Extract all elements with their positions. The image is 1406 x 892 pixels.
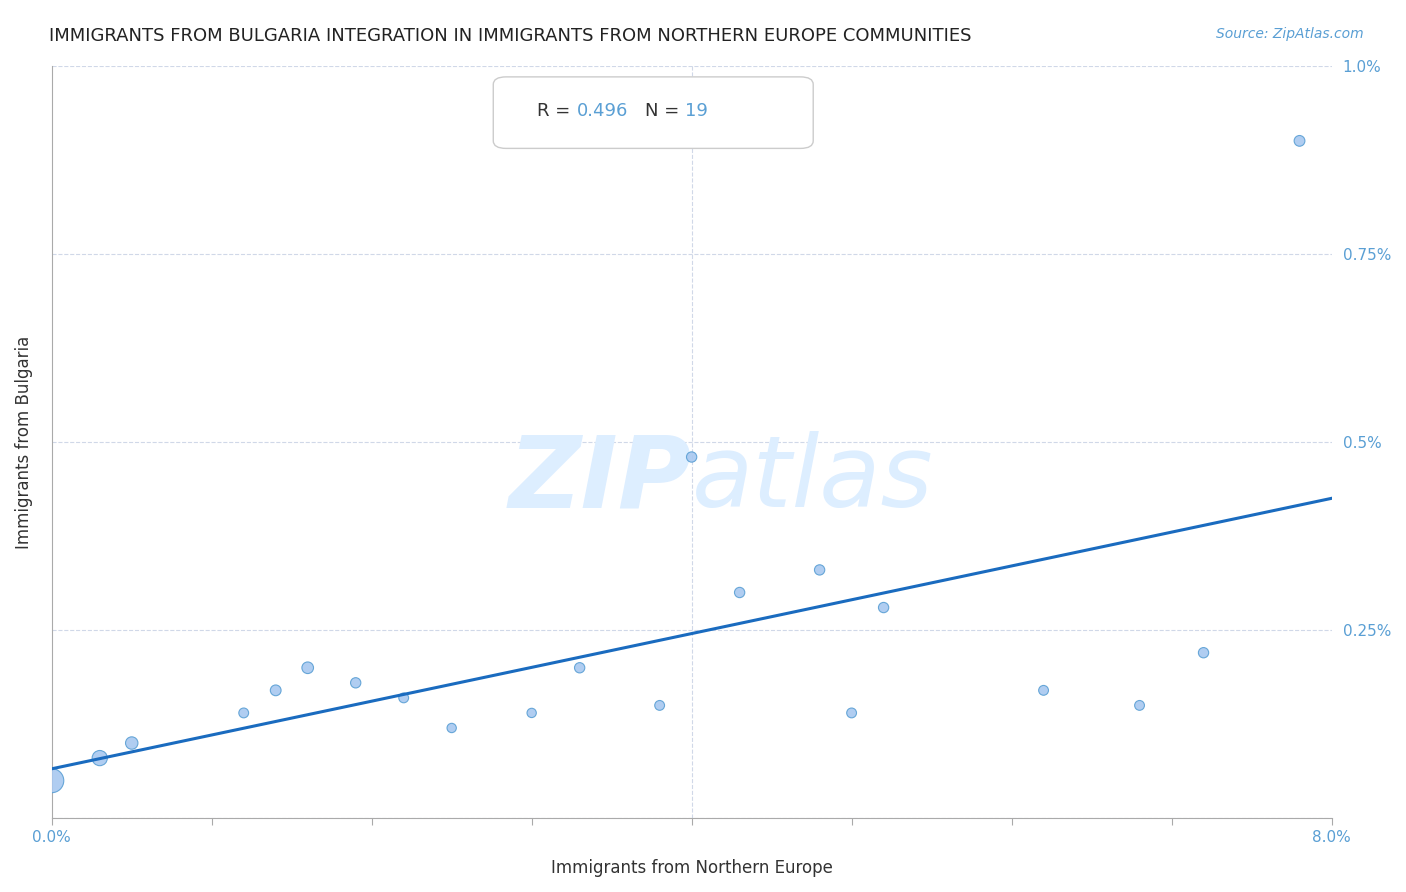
Text: R =: R = xyxy=(537,102,576,120)
Point xyxy=(1288,134,1310,148)
Text: 0.496: 0.496 xyxy=(576,102,628,120)
Point xyxy=(728,585,751,599)
Point xyxy=(297,661,319,675)
FancyBboxPatch shape xyxy=(494,77,813,148)
Point xyxy=(121,736,143,750)
Point xyxy=(872,600,894,615)
Point xyxy=(344,675,367,690)
Point xyxy=(520,706,543,720)
Text: N =: N = xyxy=(645,102,685,120)
Point xyxy=(89,751,111,765)
Y-axis label: Immigrants from Bulgaria: Immigrants from Bulgaria xyxy=(15,335,32,549)
Point xyxy=(1192,646,1215,660)
Point xyxy=(440,721,463,735)
Point xyxy=(648,698,671,713)
Text: IMMIGRANTS FROM BULGARIA INTEGRATION IN IMMIGRANTS FROM NORTHERN EUROPE COMMUNIT: IMMIGRANTS FROM BULGARIA INTEGRATION IN … xyxy=(49,27,972,45)
Point xyxy=(841,706,863,720)
Point xyxy=(232,706,254,720)
Text: atlas: atlas xyxy=(692,431,934,528)
Point xyxy=(681,450,703,464)
Text: 19: 19 xyxy=(685,102,709,120)
Point xyxy=(1128,698,1150,713)
Text: ZIP: ZIP xyxy=(509,431,692,528)
X-axis label: Immigrants from Northern Europe: Immigrants from Northern Europe xyxy=(551,859,832,877)
Point xyxy=(392,690,415,705)
Point xyxy=(808,563,831,577)
Point xyxy=(568,661,591,675)
Point xyxy=(264,683,287,698)
Point xyxy=(1032,683,1054,698)
Point xyxy=(41,773,63,788)
Text: Source: ZipAtlas.com: Source: ZipAtlas.com xyxy=(1216,27,1364,41)
